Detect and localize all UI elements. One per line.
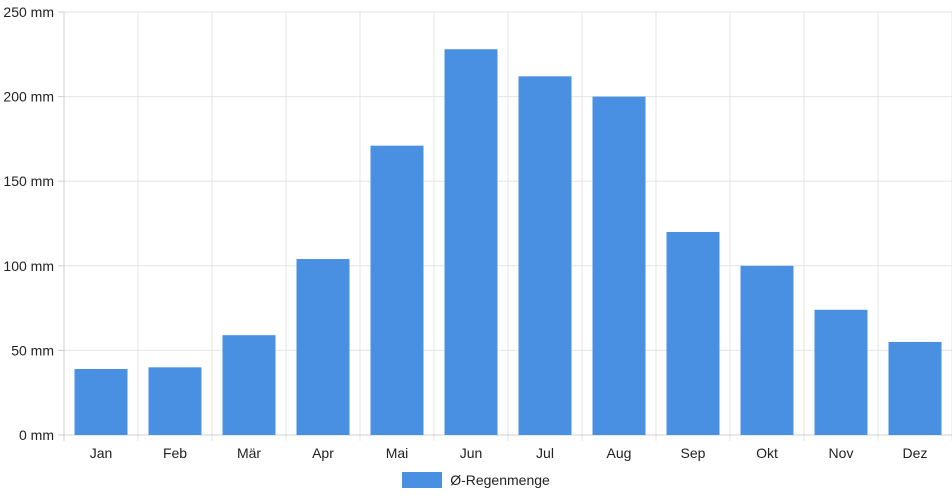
bar-sep xyxy=(666,231,720,435)
x-tick-label: Sep xyxy=(681,445,706,461)
x-tick-label: Okt xyxy=(756,445,778,461)
bar-okt xyxy=(740,265,794,435)
y-tick-label: 0 mm xyxy=(19,427,54,443)
bar-mai xyxy=(370,145,424,435)
x-axis: Jan Feb Mär Apr Mai Jun Jul Aug Sep Okt Nov Dez xyxy=(90,445,928,461)
bar-aug xyxy=(592,96,646,435)
chart-svg: 0 mm 50 mm 100 mm 150 mm 200 mm 250 mm Jan Feb… xyxy=(3,4,952,461)
legend-swatch xyxy=(402,472,443,488)
y-tick-label: 250 mm xyxy=(3,4,54,20)
bar-jun xyxy=(444,49,498,435)
bar-feb xyxy=(148,367,202,435)
x-tick-label: Feb xyxy=(163,445,187,461)
bars-layer xyxy=(74,49,942,436)
y-tick-label: 150 mm xyxy=(3,173,54,189)
x-tick-label: Dez xyxy=(903,445,928,461)
legend-label: Ø-Regenmenge xyxy=(450,472,550,488)
x-tick-label: Aug xyxy=(607,445,632,461)
y-tick-label: 50 mm xyxy=(11,342,54,358)
x-tick-label: Jul xyxy=(536,445,554,461)
bar-mär xyxy=(222,335,276,435)
bar-nov xyxy=(814,309,868,435)
legend: Ø-Regenmenge xyxy=(0,472,952,488)
x-tick-label: Mai xyxy=(386,445,409,461)
bar-jan xyxy=(74,369,128,435)
y-axis: 0 mm 50 mm 100 mm 150 mm 200 mm 250 mm xyxy=(3,4,54,443)
x-tick-label: Jan xyxy=(90,445,113,461)
x-tick-label: Mär xyxy=(237,445,261,461)
x-tick-label: Nov xyxy=(829,445,854,461)
x-tick-label: Jun xyxy=(460,445,483,461)
x-tick-label: Apr xyxy=(312,445,334,461)
bar-dez xyxy=(888,341,942,435)
grid-layer xyxy=(58,11,952,441)
bar-jul xyxy=(518,76,572,436)
bar-apr xyxy=(296,259,350,435)
y-tick-label: 200 mm xyxy=(3,89,54,105)
y-tick-label: 100 mm xyxy=(3,258,54,274)
